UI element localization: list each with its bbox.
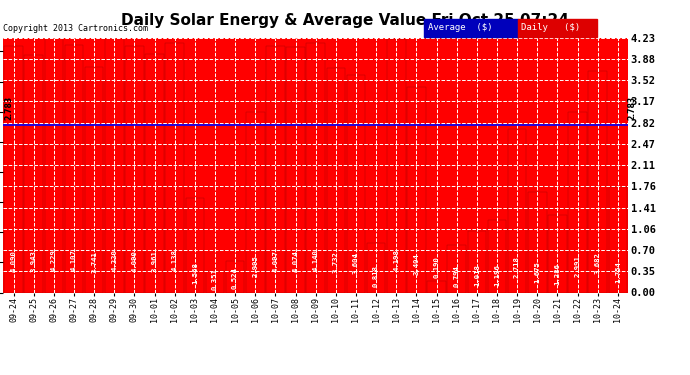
Text: 1.286: 1.286 [554, 263, 560, 285]
Bar [528, 192, 546, 292]
Text: 3.682: 3.682 [595, 252, 601, 273]
Text: 3.732: 3.732 [333, 251, 339, 273]
Text: 3.741: 3.741 [91, 251, 97, 273]
Bar [4, 46, 23, 292]
Bar [346, 75, 365, 292]
Text: 4.107: 4.107 [71, 250, 77, 272]
Bar [427, 281, 446, 292]
Text: 3.404: 3.404 [413, 253, 420, 275]
Text: 4.140: 4.140 [313, 249, 319, 272]
Bar [548, 215, 566, 292]
Bar [105, 38, 124, 292]
Text: 4.229: 4.229 [51, 249, 57, 271]
Text: 2.718: 2.718 [514, 256, 520, 278]
Bar [125, 46, 144, 292]
Text: 3.943: 3.943 [30, 251, 37, 272]
Text: 3.961: 3.961 [152, 251, 157, 272]
Bar [468, 231, 486, 292]
Bar [407, 87, 426, 292]
Text: 0.351: 0.351 [212, 268, 218, 290]
Bar [387, 39, 406, 292]
Bar [447, 244, 466, 292]
Bar [206, 272, 224, 292]
Text: 1.754: 1.754 [615, 261, 621, 283]
Bar [186, 198, 204, 292]
Bar [65, 45, 83, 292]
Bar [286, 47, 305, 292]
Text: 4.090: 4.090 [131, 250, 137, 272]
Text: Daily Solar Energy & Average Value Fri Oct 25 07:24: Daily Solar Energy & Average Value Fri O… [121, 13, 569, 28]
Text: 0.794: 0.794 [454, 266, 460, 288]
Text: 4.198: 4.198 [393, 249, 400, 271]
Text: 2.991: 2.991 [575, 255, 580, 277]
Text: 2.995: 2.995 [253, 255, 258, 277]
Text: 3.604: 3.604 [353, 252, 359, 274]
Text: Copyright 2013 Cartronics.com: Copyright 2013 Cartronics.com [3, 24, 148, 33]
Text: 4.097: 4.097 [273, 250, 278, 272]
Bar [569, 112, 586, 292]
Bar [146, 54, 164, 292]
Text: 0.524: 0.524 [232, 267, 238, 289]
Bar [508, 129, 526, 292]
Text: 4.138: 4.138 [172, 249, 177, 272]
Bar [226, 261, 244, 292]
Text: 1.675: 1.675 [534, 261, 540, 283]
Text: 4.220: 4.220 [111, 249, 117, 271]
Text: 1.018: 1.018 [474, 264, 480, 286]
Bar [609, 187, 627, 292]
Text: 2.783: 2.783 [627, 96, 636, 120]
Bar [488, 220, 506, 292]
Bar [326, 68, 345, 292]
Text: 4.074: 4.074 [293, 250, 299, 272]
Bar [166, 43, 184, 292]
Bar [367, 243, 386, 292]
Text: 4.090: 4.090 [10, 250, 17, 272]
Bar [85, 67, 104, 292]
Bar [246, 112, 264, 292]
Text: 0.818: 0.818 [373, 266, 379, 287]
Text: Daily   ($): Daily ($) [521, 23, 580, 32]
Bar [306, 43, 325, 292]
Bar [24, 55, 43, 292]
Bar [45, 38, 63, 292]
Bar [589, 70, 607, 292]
Text: 1.196: 1.196 [494, 264, 500, 285]
Text: 1.568: 1.568 [192, 262, 198, 284]
Text: 2.783: 2.783 [4, 96, 14, 120]
Bar [266, 45, 285, 292]
Text: 0.190: 0.190 [433, 256, 440, 278]
Text: Average  ($): Average ($) [428, 23, 492, 32]
